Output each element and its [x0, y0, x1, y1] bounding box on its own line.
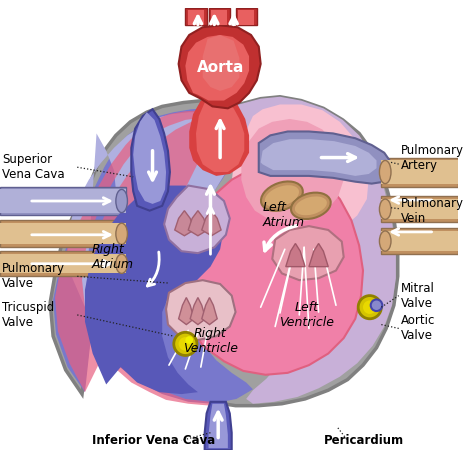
Polygon shape [0, 254, 126, 273]
Polygon shape [211, 10, 227, 25]
Polygon shape [382, 199, 457, 219]
Polygon shape [189, 95, 249, 176]
Polygon shape [50, 97, 398, 406]
Polygon shape [261, 139, 376, 176]
Polygon shape [309, 244, 328, 267]
Polygon shape [203, 35, 239, 91]
Ellipse shape [116, 223, 128, 245]
Polygon shape [382, 158, 457, 186]
Ellipse shape [116, 190, 128, 213]
Polygon shape [0, 186, 126, 215]
Circle shape [371, 300, 383, 311]
Ellipse shape [295, 196, 327, 215]
Ellipse shape [379, 160, 391, 184]
Circle shape [185, 336, 193, 344]
Ellipse shape [291, 193, 331, 219]
Polygon shape [232, 104, 369, 244]
Text: Right
Ventricle: Right Ventricle [183, 327, 238, 355]
Text: Right
Atrium: Right Atrium [91, 243, 134, 271]
Text: Inferior Vena Cava: Inferior Vena Cava [91, 434, 215, 447]
Polygon shape [209, 8, 230, 25]
Polygon shape [179, 298, 194, 325]
Polygon shape [259, 131, 391, 184]
Polygon shape [190, 298, 206, 325]
Text: Pericardium: Pericardium [323, 434, 403, 447]
Circle shape [358, 295, 382, 319]
Polygon shape [382, 160, 457, 184]
Text: Pulmonary
Vein: Pulmonary Vein [401, 196, 464, 225]
Polygon shape [185, 35, 249, 101]
Polygon shape [0, 251, 126, 276]
Text: Aorta: Aorta [196, 60, 244, 75]
Polygon shape [85, 185, 224, 394]
Polygon shape [133, 112, 166, 204]
Polygon shape [0, 190, 126, 213]
Text: Aortic
Valve: Aortic Valve [401, 315, 435, 343]
Polygon shape [241, 119, 344, 224]
Circle shape [179, 337, 192, 351]
Polygon shape [164, 185, 230, 253]
Polygon shape [382, 196, 457, 222]
Polygon shape [185, 8, 207, 25]
Text: Left
Atrium: Left Atrium [263, 202, 305, 229]
Polygon shape [382, 228, 457, 254]
Ellipse shape [379, 231, 391, 251]
Polygon shape [202, 211, 221, 236]
Polygon shape [179, 25, 261, 109]
Polygon shape [53, 109, 253, 404]
Text: Superior
Vena Cava: Superior Vena Cava [2, 153, 64, 181]
Polygon shape [205, 402, 232, 450]
Ellipse shape [379, 199, 391, 219]
Polygon shape [68, 112, 236, 325]
Polygon shape [382, 231, 457, 251]
Polygon shape [238, 10, 254, 25]
Polygon shape [188, 10, 204, 25]
Polygon shape [131, 109, 170, 211]
Polygon shape [0, 223, 126, 245]
Text: Left
Ventricle: Left Ventricle [280, 301, 335, 329]
Ellipse shape [116, 254, 128, 273]
Polygon shape [232, 97, 396, 404]
Polygon shape [202, 298, 217, 325]
Polygon shape [55, 110, 222, 406]
Ellipse shape [265, 185, 299, 207]
Polygon shape [209, 404, 228, 448]
Text: Mitral
Valve: Mitral Valve [401, 282, 435, 310]
Ellipse shape [261, 181, 303, 211]
Circle shape [174, 333, 197, 355]
Polygon shape [286, 244, 305, 267]
Polygon shape [0, 220, 126, 247]
Text: Pulmonary
Valve: Pulmonary Valve [2, 262, 65, 290]
Polygon shape [188, 211, 208, 236]
Text: Pulmonary
Artery: Pulmonary Artery [401, 143, 464, 172]
Polygon shape [183, 164, 363, 375]
Polygon shape [272, 226, 344, 280]
Polygon shape [175, 211, 194, 236]
Polygon shape [166, 280, 236, 340]
Circle shape [363, 300, 376, 314]
Text: Tricuspid
Valve: Tricuspid Valve [2, 301, 54, 329]
Polygon shape [236, 8, 257, 25]
Polygon shape [196, 98, 244, 172]
